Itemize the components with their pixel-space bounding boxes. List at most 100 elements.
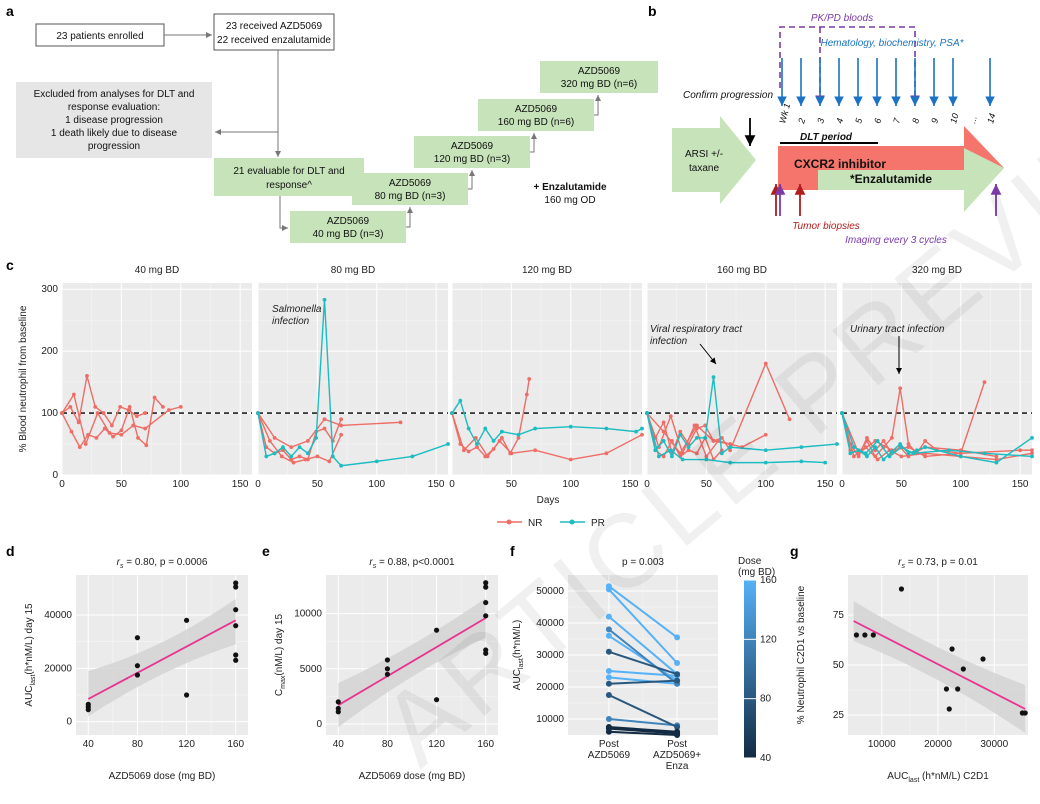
data-point	[339, 423, 344, 428]
legend-title: Dose	[738, 556, 762, 567]
week-label: 5	[853, 116, 864, 124]
data-point	[127, 404, 132, 409]
panel-label-b: b	[648, 3, 657, 19]
cohort-box-160	[478, 99, 594, 131]
x-tick-label: 150	[817, 479, 834, 490]
data-point	[339, 417, 344, 422]
annotation-salmonella: infection	[272, 316, 310, 327]
regression-line	[853, 620, 1026, 710]
data-point	[374, 459, 379, 464]
data-point	[475, 445, 479, 450]
panel-label-d: d	[6, 543, 15, 559]
imaging-label: Imaging every 3 cycles	[845, 235, 947, 246]
confidence-band	[853, 601, 1026, 733]
regression-line	[337, 617, 487, 706]
data-point	[887, 454, 892, 459]
annotation-viral: Viral respiratory tract	[650, 324, 743, 335]
patient-line-nr	[646, 412, 731, 455]
facet-1: 40 mg BD 0 50 100 150 0 100 200 300	[41, 265, 252, 490]
x-tick-label: 10000	[868, 739, 896, 750]
data-point	[291, 460, 296, 465]
x-tick-label: 100	[562, 479, 579, 490]
x-tick-label: 50	[701, 479, 713, 490]
cxcr2-label: CXCR2 inhibitor	[794, 157, 886, 171]
data-point	[267, 439, 272, 443]
data-point-pre	[605, 716, 612, 722]
data-point	[686, 448, 691, 453]
x-tick-label: 120	[428, 739, 445, 750]
data-point	[85, 701, 91, 707]
cohort-80-drug: AZD5069	[389, 178, 432, 189]
excluded-box	[16, 82, 212, 158]
data-point	[183, 617, 190, 623]
data-point-pre	[605, 626, 612, 633]
colorbar-tick-label: 120	[760, 634, 777, 645]
data-point	[923, 439, 928, 443]
data-point	[568, 457, 573, 462]
colorbar-tick-label: 160	[760, 575, 777, 586]
data-point	[899, 454, 904, 459]
data-point	[516, 432, 521, 437]
x-tick-label: 50	[312, 479, 324, 490]
data-point	[856, 451, 861, 456]
data-point	[645, 411, 649, 415]
x-tick-label: 40	[83, 739, 95, 750]
data-point	[256, 411, 260, 415]
annotation-viral: infection	[650, 336, 688, 347]
y-axis-label: AUClast(h*nM/L) day 15	[24, 603, 37, 707]
data-point	[330, 454, 335, 459]
x-tick-label: 100	[757, 479, 774, 490]
data-point	[384, 666, 391, 672]
week-label: 2	[796, 117, 807, 125]
data-point	[335, 699, 341, 705]
data-point	[533, 448, 538, 453]
data-point	[410, 454, 415, 459]
week-label: 4	[834, 117, 845, 124]
y-tick-label: 10000	[536, 714, 564, 725]
facet-title: 320 mg BD	[912, 265, 962, 276]
data-point	[475, 442, 479, 446]
data-point	[499, 429, 504, 434]
data-point-post	[674, 660, 681, 666]
data-point	[524, 392, 529, 397]
data-point	[668, 448, 673, 453]
paired-line	[608, 585, 678, 639]
data-point	[958, 454, 963, 459]
data-point	[497, 439, 502, 443]
data-point	[960, 666, 966, 672]
paired-line	[608, 679, 678, 685]
data-point	[178, 404, 183, 409]
week-labels: Wk 1 2 3 4 5 6 7 8 9 10... 14	[777, 102, 997, 125]
data-point	[264, 454, 269, 459]
cohort-80-dose: 80 mg BD (n=3)	[375, 191, 446, 202]
data-point	[109, 423, 114, 428]
week-label: 9	[929, 117, 940, 124]
chart-title: rs = 0.73, p = 0.01	[898, 557, 978, 570]
panel-b: b PK/PD bloods Hematology, biochemistry,…	[648, 3, 1004, 246]
data-point	[851, 454, 856, 459]
data-point	[289, 454, 294, 459]
data-point	[483, 647, 489, 653]
data-point	[134, 663, 141, 669]
panel-d: d 40 80 120 160 0 20000 40000 rs = 0.80, p = 0.…	[6, 543, 248, 782]
data-point-pre	[605, 674, 612, 681]
panel-e: e 40 80 120 160 0 5000 10000 rs = 0.88, p<0.000…	[262, 543, 498, 782]
week-label: 3	[815, 117, 826, 124]
data-point	[906, 442, 911, 446]
data-point	[272, 435, 277, 440]
paired-line	[608, 588, 678, 664]
data-point	[134, 672, 141, 678]
data-point	[485, 454, 490, 459]
chart-title: rs = 0.88, p<0.0001	[369, 557, 455, 570]
data-point	[840, 411, 844, 415]
paired-line	[608, 727, 678, 735]
arrow-160-320	[594, 95, 601, 116]
data-point	[704, 454, 709, 459]
data-point	[527, 377, 532, 381]
data-point	[923, 454, 928, 459]
excluded-line-2: response evaluation:	[68, 102, 160, 113]
data-point	[305, 439, 310, 443]
y-tick-label: 300	[41, 284, 58, 295]
arrow-80-120	[468, 170, 475, 190]
